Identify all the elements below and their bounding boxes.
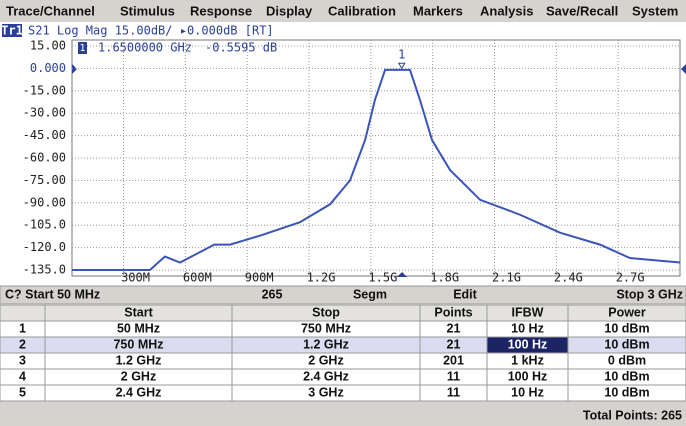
status-edit: Edit	[453, 287, 477, 301]
menu-item[interactable]: System	[632, 3, 678, 18]
menu-item[interactable]: Stimulus	[120, 3, 175, 18]
x-tick-label: 900M	[245, 271, 274, 285]
cell-text: 1	[19, 321, 26, 335]
menu-item[interactable]: Display	[266, 3, 313, 18]
ref-arrow-left	[72, 64, 77, 74]
marker-readout-x: 1.6500000 GHz	[98, 41, 192, 55]
ref-arrow-right	[681, 64, 686, 74]
cell-text: 201	[443, 353, 464, 367]
x-tick-label: 2.4G	[554, 271, 583, 285]
x-tick-label: 1.2G	[307, 271, 336, 285]
menu-bar	[0, 0, 686, 22]
y-tick-label: -90.00	[23, 195, 66, 209]
header-cell	[0, 304, 46, 322]
y-tick-label: -135.0	[23, 263, 66, 277]
column-header: Stop	[312, 305, 340, 319]
cell-text: 21	[447, 321, 461, 335]
cell-text: 10 dBm	[604, 337, 649, 351]
cell-text: 1.2 GHz	[303, 337, 349, 351]
marker-triangle	[397, 62, 406, 70]
menu-item[interactable]: Response	[190, 3, 252, 18]
marker-readout-number: 1	[79, 43, 85, 54]
cell-text: 2.4 GHz	[303, 369, 349, 383]
trace-badge	[2, 24, 22, 37]
cell-text: 100 Hz	[508, 337, 548, 351]
cell-text: 21	[447, 337, 461, 351]
trace-label: Tr1	[1, 24, 23, 38]
y-tick-label: -15.00	[23, 83, 66, 97]
column-header: Start	[124, 305, 153, 319]
cell-text: 10 dBm	[604, 385, 649, 399]
x-tick-label: 2.7G	[616, 271, 645, 285]
cell-text: 4	[19, 369, 26, 383]
cell-text: 2	[19, 337, 26, 351]
cell-text: 2 GHz	[121, 369, 156, 383]
trace-info: S21 Log Mag 15.00dB/ ▸0.000dB [RT]	[28, 24, 274, 38]
marker-readout-value: -0.5595 dB	[205, 41, 277, 55]
y-tick-label: 15.00	[30, 39, 66, 53]
status-bar	[0, 285, 686, 305]
footer-total: Total Points: 265	[583, 408, 682, 422]
cell-text: 3	[19, 353, 26, 367]
cell-text: 1 kHz	[511, 353, 544, 367]
menu-item[interactable]: Analysis	[480, 3, 533, 18]
cell-text: 2 GHz	[308, 353, 343, 367]
y-tick-label: -105.0	[23, 218, 66, 232]
y-tick-label: 0.000	[30, 61, 66, 75]
stimulus-arrow	[397, 272, 407, 277]
status-points: 265	[262, 287, 283, 301]
x-tick-label: 2.1G	[492, 271, 521, 285]
cell-text: 750 MHz	[113, 337, 163, 351]
table-cell[interactable]	[567, 384, 686, 402]
cell-text: 10 Hz	[511, 321, 544, 335]
cell-text: 100 Hz	[508, 369, 548, 383]
x-tick-label: 1.5G	[368, 271, 397, 285]
x-tick-label: 600M	[183, 271, 212, 285]
cell-text: 1.2 GHz	[116, 353, 162, 367]
x-tick-label: 300M	[121, 271, 150, 285]
menu-item[interactable]: Markers	[413, 3, 463, 18]
marker-label: 1	[398, 48, 405, 62]
cell-text: 0 dBm	[608, 353, 646, 367]
y-tick-label: -45.00	[23, 128, 66, 142]
cell-text: 10 Hz	[511, 385, 544, 399]
cell-text: 11	[447, 385, 460, 399]
status-stop: Stop 3 GHz	[616, 287, 683, 301]
status-start: C? Start 50 MHz	[5, 287, 100, 301]
x-tick-label: 1.8G	[430, 271, 459, 285]
marker-badge	[78, 42, 87, 54]
status-mode: Segm	[353, 287, 387, 301]
cell-text: 750 MHz	[301, 321, 351, 335]
cell-text: 50 MHz	[117, 321, 160, 335]
y-tick-label: -120.0	[23, 240, 66, 254]
y-tick-label: -75.00	[23, 173, 66, 187]
column-header: Power	[608, 305, 646, 319]
cell-text: 5	[19, 385, 26, 399]
column-header: IFBW	[512, 305, 544, 319]
cell-text: 2.4 GHz	[116, 385, 162, 399]
menu-item[interactable]: Trace/Channel	[6, 3, 95, 18]
y-tick-label: -60.00	[23, 151, 66, 165]
column-header: Points	[434, 305, 472, 319]
cell-text: 3 GHz	[308, 385, 343, 399]
plot-panel	[0, 22, 686, 285]
cell-text: 10 dBm	[604, 369, 649, 383]
cell-text: 11	[447, 369, 460, 383]
y-tick-label: -30.00	[23, 106, 66, 120]
menu-item[interactable]: Save/Recall	[546, 3, 618, 18]
trace-line	[72, 68, 681, 271]
cell-text: 10 dBm	[604, 321, 649, 335]
menu-item[interactable]: Calibration	[328, 3, 396, 18]
